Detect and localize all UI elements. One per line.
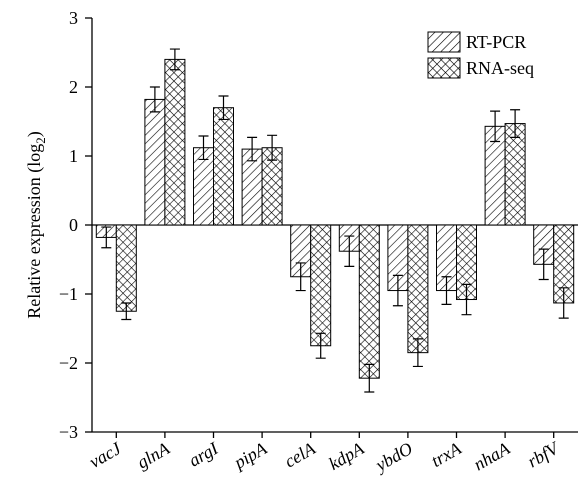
bar [504, 123, 526, 226]
x-tick-label: argI [185, 438, 222, 471]
legend-label: RNA-seq [466, 58, 534, 78]
legend-label: RT-PCR [466, 32, 526, 52]
error-bar [218, 95, 229, 121]
y-tick-label: −3 [59, 422, 78, 442]
legend-swatch [427, 31, 461, 53]
x-tick-label: nhaA [470, 438, 514, 475]
error-bar [490, 110, 501, 143]
error-bar [441, 276, 452, 305]
error-bar [510, 109, 521, 138]
error-bar [558, 287, 569, 319]
bar [310, 224, 332, 347]
error-bar [247, 136, 258, 162]
y-tick-label: 2 [69, 77, 78, 97]
error-bar [149, 86, 160, 113]
error-bar [538, 248, 549, 281]
error-bar [295, 262, 306, 292]
error-bar [392, 274, 403, 307]
error-bar [101, 226, 112, 249]
error-bar [344, 235, 355, 267]
x-tick-label: kdpA [325, 438, 368, 474]
bar [358, 224, 380, 379]
y-tick-label: −2 [59, 353, 78, 373]
y-axis-label: Relative expression (log2) [24, 131, 48, 318]
bar [164, 58, 186, 226]
y-tick-label: 3 [69, 8, 78, 28]
legend-swatch [427, 57, 461, 79]
x-tick-label: vacJ [86, 438, 125, 472]
bar [213, 107, 234, 226]
bar [144, 98, 166, 226]
error-bar [198, 135, 209, 161]
y-tick-label: 1 [69, 146, 78, 166]
error-bar [267, 134, 278, 161]
error-bar [169, 48, 180, 71]
error-bar [121, 302, 132, 321]
bar [407, 224, 429, 354]
x-tick-label: pipA [229, 438, 271, 474]
x-tick-label: celA [281, 438, 320, 472]
x-tick-label: trxA [428, 438, 466, 471]
x-tick-label: glnA [133, 438, 173, 473]
error-bar [461, 283, 472, 316]
y-tick-label: 0 [69, 215, 78, 235]
error-bar [412, 338, 423, 368]
y-tick-label: −1 [59, 284, 78, 304]
error-bar [315, 332, 326, 359]
error-bar [364, 363, 375, 393]
x-tick-label: rbfV [524, 437, 563, 471]
bar [115, 224, 137, 312]
x-tick-label: ybdO [370, 438, 416, 476]
